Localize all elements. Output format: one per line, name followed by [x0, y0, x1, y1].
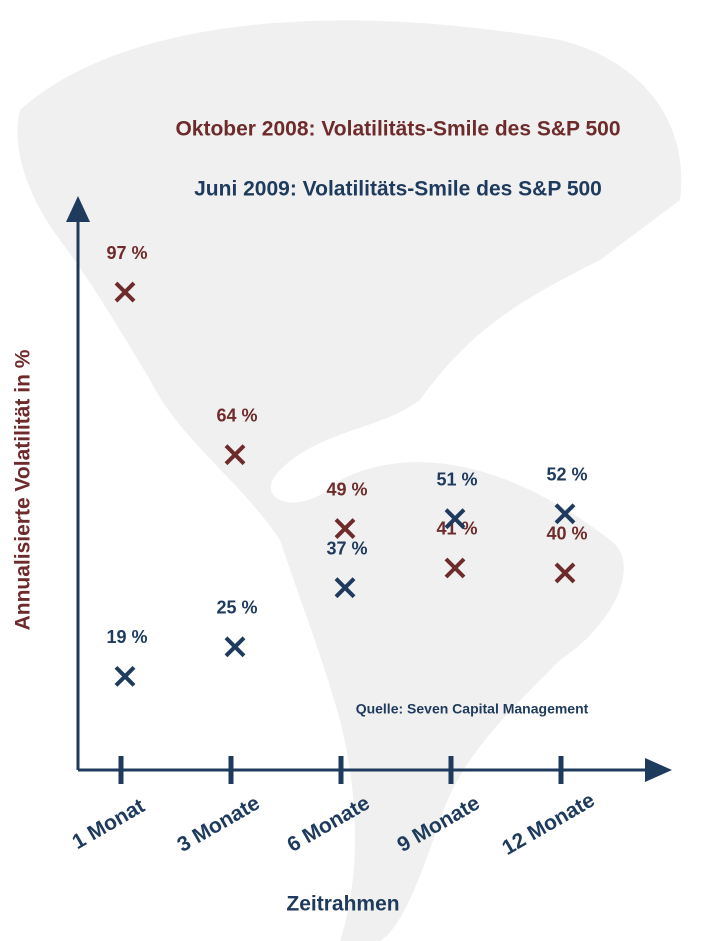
y-arrow [66, 196, 90, 222]
y-axis-label: Annualisierte Volatilität in % [12, 349, 35, 630]
value-label: 97 % [106, 243, 147, 263]
x-tick-label: 12 Monate [498, 789, 598, 860]
axes [66, 196, 672, 782]
marker [554, 562, 576, 584]
value-label: 25 % [216, 598, 257, 618]
background-map [17, 20, 682, 941]
value-label: 41 % [436, 519, 477, 539]
marker [334, 518, 356, 539]
x-arrow [645, 758, 672, 782]
marker [334, 577, 356, 599]
marker [114, 665, 136, 687]
value-label: 51 % [436, 469, 477, 489]
value-label: 37 % [326, 538, 367, 558]
marker [444, 557, 466, 579]
value-label: 19 % [106, 627, 147, 647]
series-title: Juni 2009: Volatilitäts-Smile des S&P 50… [194, 178, 602, 201]
marker [224, 444, 246, 466]
x-tick-label: 1 Monat [68, 794, 148, 854]
value-label: 64 % [216, 405, 257, 425]
value-label: 40 % [546, 524, 587, 544]
marker [444, 508, 466, 530]
marker [224, 636, 246, 658]
x-tick-label: 3 Monate [173, 791, 263, 856]
marker [114, 281, 136, 303]
x-axis-label: Zeitrahmen [286, 893, 399, 916]
value-label: 52 % [546, 465, 587, 485]
series-title: Oktober 2008: Volatilitäts-Smile des S&P… [175, 118, 620, 141]
marker [554, 503, 576, 525]
source: Quelle: Seven Capital Management [356, 701, 589, 717]
value-label: 49 % [326, 479, 367, 499]
